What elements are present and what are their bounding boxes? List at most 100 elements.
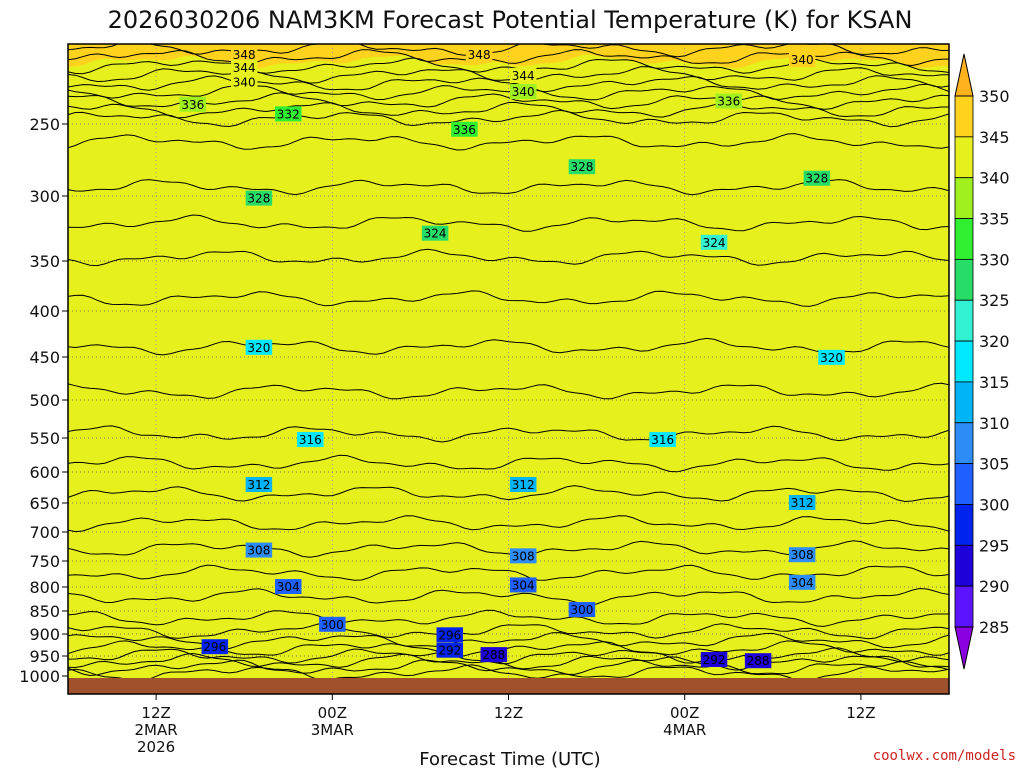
contour-line-314: [68, 454, 949, 473]
contour-label: 336: [717, 95, 740, 109]
colorbar-label: 315: [979, 373, 1010, 392]
contour-label: 288: [482, 648, 505, 662]
contour-label-bg: [509, 577, 537, 593]
y-tick-label: 1000: [19, 667, 60, 686]
colorbar-label: 350: [979, 87, 1010, 106]
y-tick-label: 550: [29, 429, 60, 448]
contour-label-bg: [230, 74, 258, 90]
colorbar-segment: [954, 95, 974, 138]
contour-line-318: [68, 382, 949, 400]
contour-label-bg: [803, 170, 831, 186]
contour-label: 340: [791, 53, 814, 67]
y-axis: 250 300 350 400 450 500 550 600 650 700 750 800 850 9…: [19, 115, 68, 686]
contour-label: 328: [805, 172, 828, 186]
x-tick-label: 00Z: [670, 704, 699, 722]
y-tick-label: 850: [29, 602, 60, 621]
contour-label: 344: [233, 61, 256, 75]
contour-label: 348: [468, 48, 491, 62]
contour-label-bg: [465, 47, 493, 63]
contour-label: 336: [181, 98, 204, 112]
contour-label-bg: [509, 68, 537, 83]
contour-label-bg: [245, 190, 273, 206]
contour-label-bg: [818, 349, 845, 365]
contour-label: 296: [438, 628, 461, 642]
contour-line-304: [68, 587, 949, 606]
contour-label: 304: [791, 576, 814, 590]
contour-label: 304: [512, 578, 535, 592]
colorbar-segment: [954, 544, 974, 587]
y-tick-label: 350: [29, 252, 60, 271]
contour-line-320: [68, 337, 949, 356]
y-tick-label: 950: [29, 647, 60, 666]
colorbar-segment: [954, 136, 974, 179]
colorbar-top-arrow: [954, 53, 974, 97]
y-tick-label: 800: [29, 578, 60, 597]
contour-label-bg: [245, 477, 273, 493]
contour-label: 328: [247, 192, 270, 206]
y-tick-label: 450: [29, 348, 60, 367]
contour-line-334: [68, 101, 949, 119]
contour-label-bg: [230, 60, 258, 75]
contour-label-bg: [788, 52, 816, 67]
x-tick-label: 12Z: [846, 704, 875, 722]
colorbar-label: 345: [979, 128, 1010, 147]
contour-line-348: [68, 44, 949, 58]
plot-area: 3483443403363323483443403363403363283283…: [68, 44, 949, 694]
colorbar-segment: [954, 340, 974, 383]
y-tick-label: 750: [29, 552, 60, 571]
contour-label-bg: [179, 96, 207, 112]
contour-label-bg: [275, 579, 302, 594]
contour-label: 292: [703, 653, 726, 667]
contour-line-294: [68, 647, 949, 665]
contour-label-bg: [436, 627, 464, 643]
contour-label-bg: [788, 547, 816, 563]
x-tick-label: 4MAR: [663, 721, 706, 739]
colorbar-label: 305: [979, 455, 1010, 474]
contour-label: 316: [651, 433, 674, 447]
contour-label: 308: [512, 549, 535, 563]
colorbar-label: 335: [979, 210, 1010, 229]
contour-label-bg: [568, 159, 596, 175]
y-tick-label: 650: [29, 494, 60, 513]
contour-label-bg: [509, 84, 537, 99]
colorbar: 285 290 295 300 305 310 315 320 325 330 335 340 345 3…: [954, 53, 1010, 670]
y-tick-label: 400: [29, 302, 60, 321]
contour-label: 308: [791, 548, 814, 562]
contour-label-bg: [201, 639, 229, 655]
contour-label-bg: [509, 548, 537, 564]
contour-line-338: [68, 83, 949, 101]
contour-label-bg: [788, 495, 816, 510]
contour-label: 304: [277, 580, 300, 594]
colorbar-segment: [954, 463, 974, 505]
colorbar-segment: [954, 504, 974, 546]
contour-label: 312: [791, 496, 814, 510]
colorbar-segment: [954, 422, 974, 465]
y-tick-label: 500: [29, 391, 60, 410]
contour-label-bg: [451, 121, 478, 137]
x-tick-label: 2026: [137, 738, 175, 756]
x-tick-label: 12Z: [141, 704, 170, 722]
contour-label: 296: [203, 640, 226, 654]
colorbar-segment: [954, 218, 974, 260]
contour-label: 320: [247, 341, 270, 355]
contour-label: 340: [512, 85, 535, 99]
contour-label-bg: [319, 616, 346, 632]
contour-label: 292: [438, 644, 461, 658]
contour-label: 340: [233, 75, 256, 89]
contour-label-bg: [436, 642, 464, 658]
contour-line-316: [68, 425, 949, 443]
colorbar-segment: [954, 177, 974, 219]
colorbar-label: 330: [979, 250, 1010, 269]
contour-label: 308: [247, 544, 270, 558]
colorbar-label: 300: [979, 495, 1010, 514]
contour-label-bg: [245, 542, 273, 558]
x-tick-label: 3MAR: [311, 721, 354, 739]
contour-line-292: [68, 652, 949, 671]
colorbar-label: 340: [979, 169, 1010, 188]
x-axis-title: Forecast Time (UTC): [419, 749, 600, 768]
colorbar-segment: [954, 258, 974, 301]
x-tick-label: 00Z: [318, 704, 347, 722]
colorbar-segment: [954, 381, 974, 424]
contour-label-bg: [509, 477, 537, 493]
